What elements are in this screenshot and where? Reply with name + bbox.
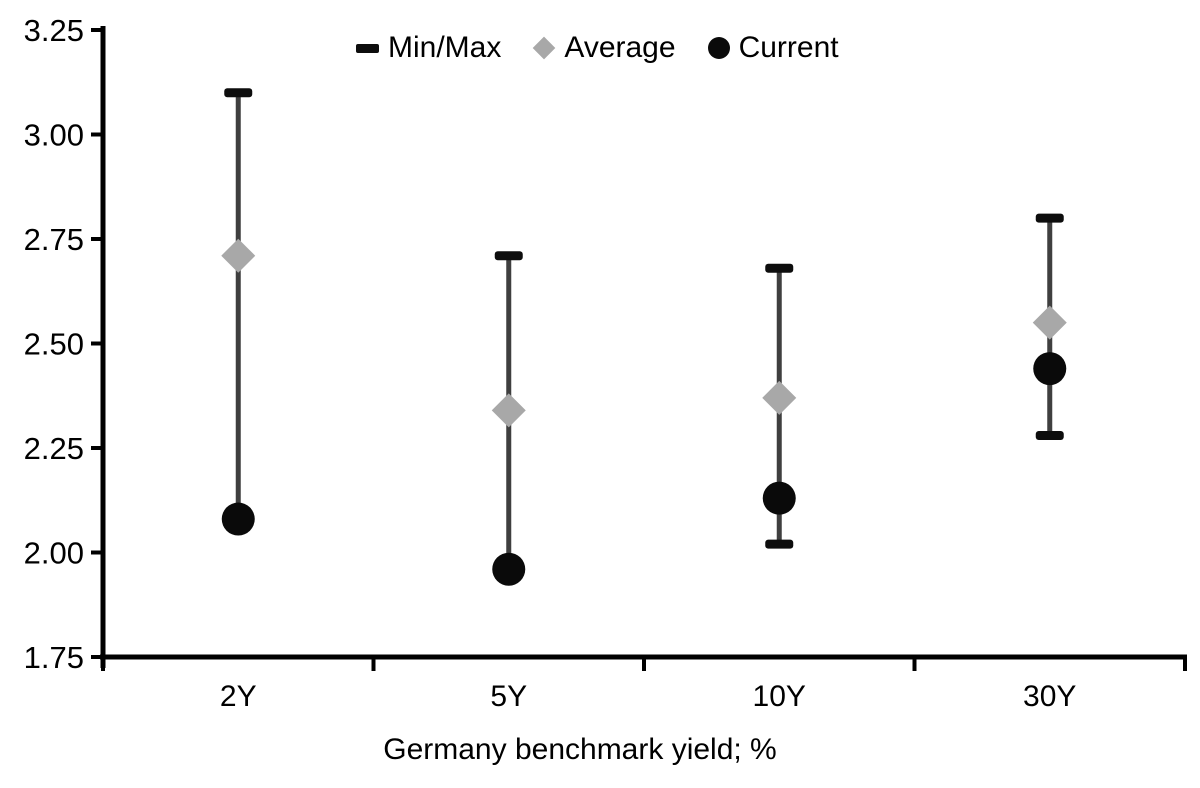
average-marker	[762, 380, 797, 415]
legend-item-average: Average	[533, 31, 676, 65]
current-marker	[762, 481, 796, 515]
max-cap	[494, 251, 523, 261]
max-cap	[1035, 213, 1064, 223]
legend: Min/Max Average Current	[356, 31, 839, 65]
y-tick-label: 3.25	[24, 13, 84, 48]
average-diamond-icon	[533, 36, 556, 60]
x-category-label: 30Y	[1023, 680, 1076, 713]
y-tick-label: 2.00	[24, 536, 84, 571]
current-marker	[221, 502, 255, 536]
y-tick-label: 1.75	[24, 640, 84, 675]
max-cap	[765, 263, 794, 273]
average-marker	[1032, 305, 1067, 340]
average-marker	[221, 238, 256, 273]
minmax-dash-icon	[356, 43, 379, 53]
legend-label-average: Average	[564, 31, 676, 64]
x-category-label: 5Y	[490, 680, 527, 713]
x-axis-title: Germany benchmark yield; %	[383, 733, 777, 766]
legend-label-current: Current	[738, 31, 839, 64]
y-tick-label: 3.00	[24, 118, 84, 153]
min-cap	[765, 539, 794, 549]
legend-label-minmax: Min/Max	[388, 31, 502, 64]
current-marker	[492, 552, 526, 586]
max-cap	[224, 88, 253, 98]
x-category-label: 10Y	[753, 680, 806, 713]
y-tick-label: 2.50	[24, 327, 84, 362]
y-tick-label: 2.25	[24, 431, 84, 466]
legend-item-minmax: Min/Max	[356, 31, 501, 65]
average-marker	[491, 393, 526, 428]
min-cap	[1035, 430, 1064, 440]
current-circle-icon	[707, 37, 730, 59]
legend-item-current: Current	[707, 31, 839, 65]
y-tick-label: 2.75	[24, 222, 84, 257]
x-category-label: 2Y	[220, 680, 257, 713]
current-marker	[1033, 352, 1067, 386]
